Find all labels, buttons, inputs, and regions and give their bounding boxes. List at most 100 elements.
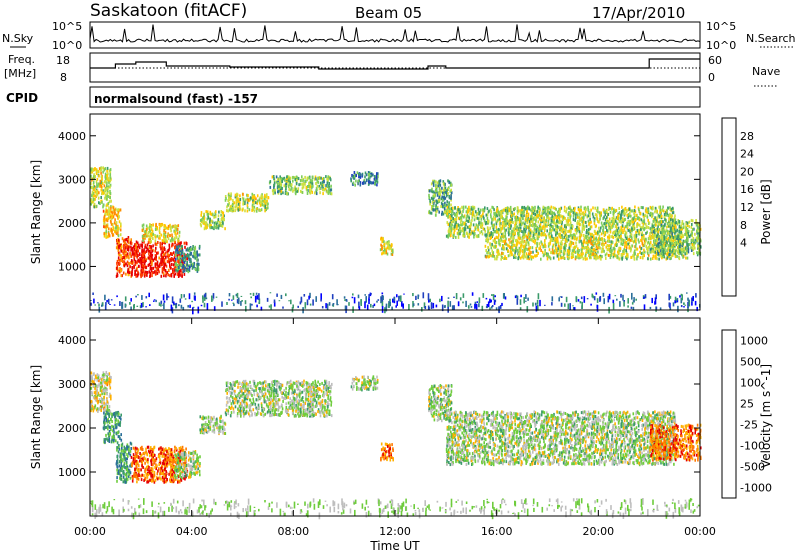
echo-cell: [664, 232, 666, 236]
echo-cell: [544, 233, 547, 237]
echo-cell: [493, 211, 495, 215]
echo-cell: [230, 204, 233, 208]
echo-cell: [547, 244, 550, 248]
echo-cell: [478, 221, 480, 225]
echo-cell: [477, 234, 480, 237]
echo-cell: [111, 231, 113, 235]
echo-cell: [148, 292, 150, 298]
echo-cell: [583, 207, 586, 211]
echo-cell: [491, 294, 493, 296]
echo-cell: [479, 214, 482, 218]
echo-cell: [642, 206, 644, 210]
echo-cell: [567, 257, 570, 261]
echo-cell: [573, 248, 576, 252]
echo-cell: [217, 226, 220, 230]
echo-cell: [520, 211, 522, 214]
echo-cell: [487, 230, 489, 234]
echo-cell: [585, 234, 588, 238]
echo-cell: [275, 180, 278, 184]
echo-cell: [523, 210, 525, 214]
echo-cell: [590, 220, 592, 224]
echo-cell: [377, 299, 380, 301]
nsky-panel: N.Sky 10^5 10^0 10^5 10^0 N.Search: [2, 20, 796, 52]
echo-cell: [353, 171, 356, 174]
echo-cell: [421, 307, 423, 312]
echo-cell: [166, 235, 169, 239]
echo-cell: [142, 253, 144, 257]
echo-cell: [193, 292, 196, 295]
echo-cell: [495, 213, 498, 217]
echo-cell: [507, 254, 510, 258]
echo-cell: [173, 304, 175, 306]
echo-cell: [154, 265, 157, 268]
echo-cell: [620, 233, 622, 237]
echo-cell: [695, 293, 697, 298]
echo-cell: [354, 183, 356, 187]
echo-cell: [580, 216, 583, 220]
echo-cell: [408, 304, 410, 311]
echo-cell: [507, 206, 510, 210]
echo-cell: [326, 177, 328, 181]
echo-cell: [591, 293, 594, 298]
echo-cell: [162, 294, 165, 301]
echo-cell: [532, 208, 535, 212]
echo-cell: [541, 214, 543, 218]
echo-cell: [596, 254, 598, 258]
echo-cell: [189, 257, 191, 261]
echo-cell: [114, 218, 116, 222]
echo-cell: [382, 295, 384, 301]
echo-cell: [628, 222, 631, 226]
echo-cell: [585, 252, 587, 255]
echo-cell: [149, 223, 151, 227]
echo-cell: [99, 184, 101, 188]
echo-cell: [216, 221, 219, 225]
echo-cell: [114, 211, 116, 215]
echo-cell: [587, 214, 590, 218]
echo-cell: [605, 216, 608, 220]
echo-cell: [538, 217, 541, 221]
echo-cell: [220, 213, 222, 217]
echo-cell: [550, 229, 553, 233]
echo-cell: [609, 222, 611, 226]
echo-cell: [170, 225, 173, 229]
echo-cell: [389, 301, 391, 307]
echo-cell: [94, 175, 96, 178]
echo-cell: [536, 209, 539, 213]
echo-cell: [466, 225, 469, 229]
echo-cell: [503, 226, 505, 230]
echo-cell: [497, 210, 500, 214]
echo-cell: [532, 235, 534, 239]
echo-cell: [431, 200, 434, 204]
echo-cell: [203, 227, 206, 231]
echo-cell: [175, 248, 177, 252]
echo-cell: [229, 208, 232, 212]
echo-cell: [226, 209, 228, 213]
echo-cell: [446, 221, 449, 225]
echo-cell: [120, 224, 122, 228]
echo-cell: [635, 247, 638, 251]
echo-cell: [632, 220, 634, 224]
echo-cell: [320, 176, 322, 180]
nsearch-label: N.Search: [746, 32, 796, 45]
echo-cell: [145, 266, 147, 269]
echo-cell: [90, 200, 93, 204]
echo-cell: [204, 293, 207, 297]
echo-cell: [252, 198, 254, 202]
echo-cell: [273, 301, 276, 307]
echo-cell: [183, 241, 186, 245]
echo-cell: [501, 239, 503, 243]
echo-cell: [237, 199, 240, 203]
echo-cell: [457, 206, 459, 209]
echo-cell: [654, 223, 656, 227]
echo-cell: [108, 233, 110, 237]
echo-cell: [620, 213, 623, 217]
echo-cell: [570, 224, 572, 228]
echo-cell: [637, 232, 640, 236]
echo-cell: [496, 257, 498, 261]
echo-cell: [563, 232, 566, 236]
echo-cell: [481, 305, 484, 311]
echo-cell: [90, 177, 93, 181]
echo-cell: [104, 225, 106, 229]
echo-cell: [215, 296, 218, 298]
echo-cell: [612, 224, 614, 228]
